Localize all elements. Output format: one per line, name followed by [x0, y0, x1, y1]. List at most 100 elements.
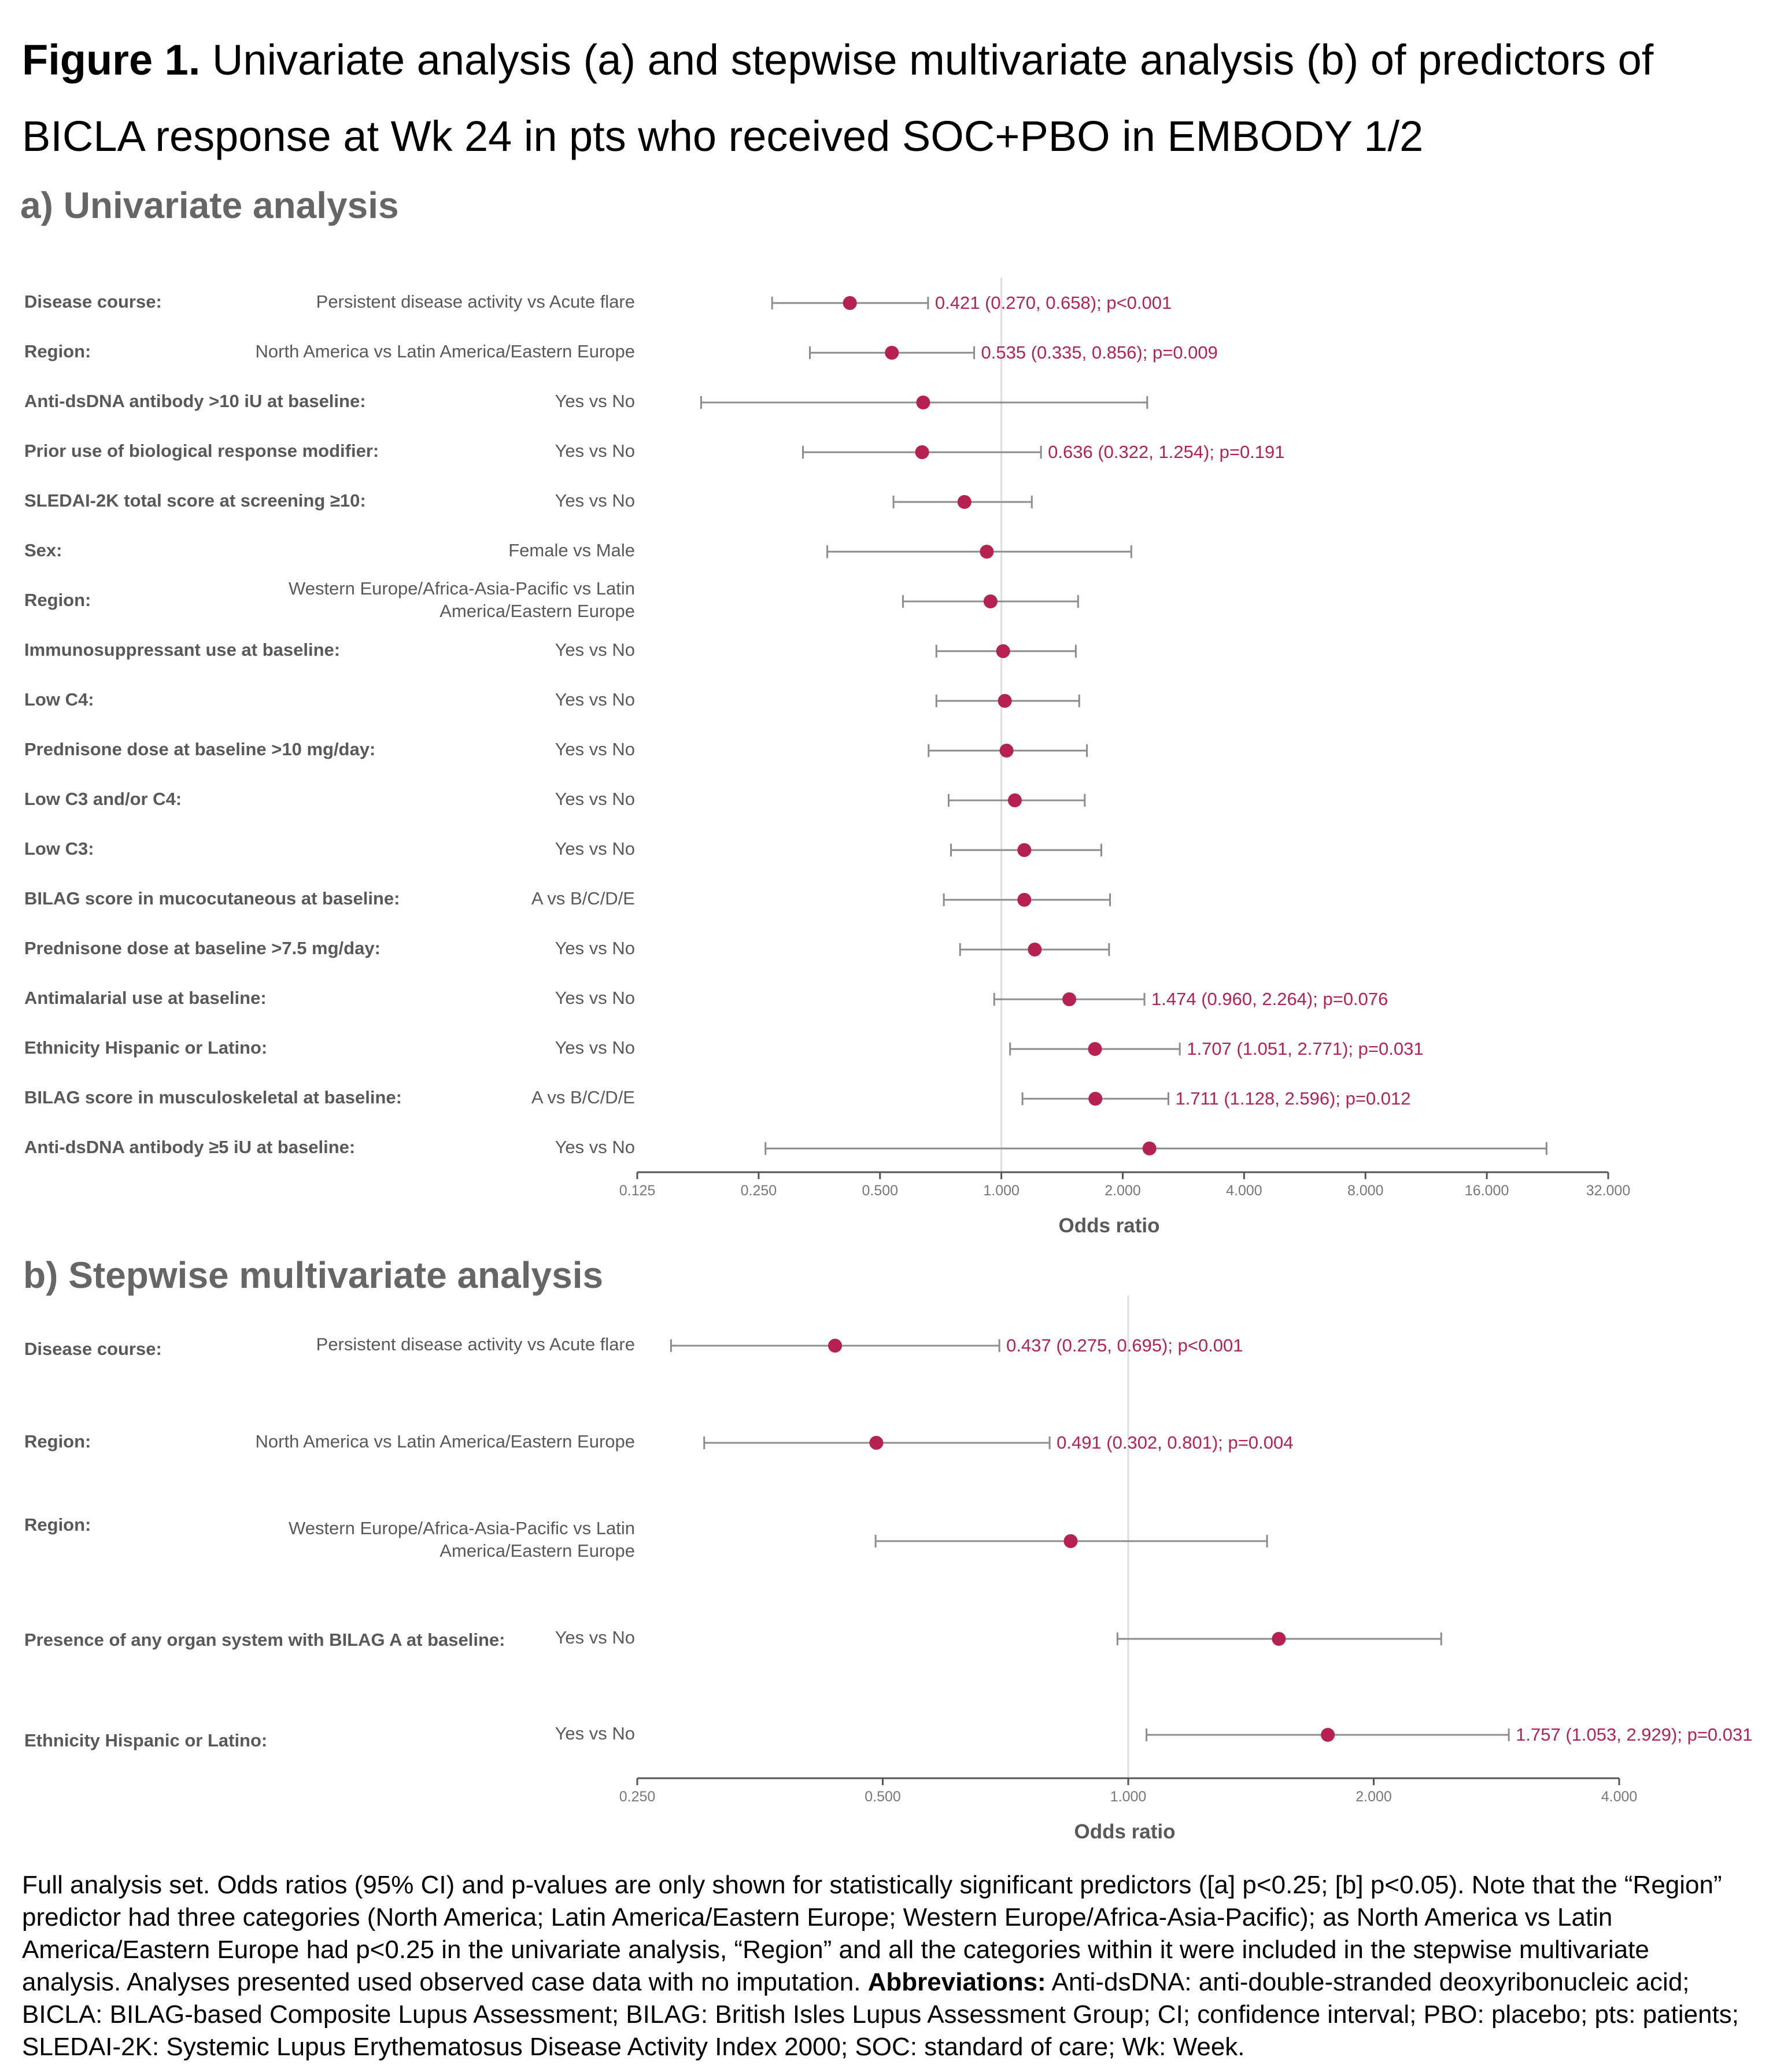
panel-a-row: Low C3 and/or C4: Yes vs No	[24, 789, 1086, 809]
panel-a-point-estimate	[957, 495, 972, 509]
footnote-abbreviations-label: Abbreviations:	[867, 1968, 1046, 1996]
panel-a-row: Prednisone dose at baseline >7.5 mg/day:…	[24, 938, 1110, 958]
panel-b-point-estimate	[828, 1339, 843, 1353]
footnote-text: Full analysis set. Odds ratios (95% CI) …	[22, 1871, 1722, 1996]
panel-b-row-label: Region:	[24, 1431, 91, 1451]
panel-a-point-estimate	[998, 694, 1012, 708]
panel-a-row-comparison: Yes vs No	[555, 839, 635, 859]
panel-a-point-estimate	[916, 396, 930, 409]
panel-b-row-annotation: 0.437 (0.275, 0.695); p<0.001	[1006, 1335, 1243, 1356]
panel-a-row-annotation: 0.421 (0.270, 0.658); p<0.001	[935, 293, 1172, 313]
panel-a-row-comparison: A vs B/C/D/E	[531, 1087, 635, 1107]
panel-a-forest-plot: Disease course: Persistent disease activi…	[24, 278, 1630, 1237]
panel-b-x-tick-label: 2.000	[1355, 1789, 1392, 1805]
panel-a-row-comparison: Yes vs No	[555, 391, 635, 411]
panel-a-row-label: Anti-dsDNA antibody >10 iU at baseline:	[24, 391, 366, 411]
panel-a-row: Prednisone dose at baseline >10 mg/day: Y…	[24, 739, 1088, 759]
panel-b-row-comparison: North America vs Latin America/Eastern E…	[256, 1431, 635, 1451]
panel-a-row-annotation: 1.707 (1.051, 2.771); p=0.031	[1187, 1039, 1423, 1059]
panel-a-point-estimate	[915, 445, 929, 459]
panel-a-row-annotation: 1.474 (0.960, 2.264); p=0.076	[1151, 989, 1388, 1009]
footnote-abbreviations: Anti-dsDNA: anti-double-stranded deoxyri…	[22, 1968, 1739, 2061]
panel-a-point-estimate	[1088, 1042, 1102, 1056]
panel-a-x-tick-label: 0.500	[862, 1183, 898, 1199]
panel-b-x-tick-label: 0.250	[619, 1789, 656, 1805]
panel-a-row-comparison: Female vs Male	[508, 540, 635, 560]
panel-b-point-estimate	[1272, 1632, 1286, 1646]
panel-a-row-label: SLEDAI-2K total score at screening ≥10:	[24, 490, 366, 511]
panel-a-row: Region: North America vs Latin America/Ea…	[24, 341, 1218, 363]
panel-a-row-comparison: A vs B/C/D/E	[531, 888, 635, 908]
panel-a-row-comparison: North America vs Latin America/Eastern E…	[256, 341, 635, 361]
panel-a-point-estimate	[1028, 943, 1042, 956]
panel-b-row-comparison: America/Eastern Europe	[439, 1541, 635, 1561]
panel-b-row: Presence of any organ system with BILAG …	[24, 1627, 1442, 1650]
panel-a-row-annotation: 1.711 (1.128, 2.596); p=0.012	[1175, 1088, 1410, 1109]
panel-b-row-comparison: Western Europe/Africa-Asia-Pacific vs La…	[289, 1518, 635, 1538]
panel-a-x-tick-label: 8.000	[1347, 1183, 1384, 1199]
panel-a-point-estimate	[1062, 992, 1077, 1006]
panel-a-x-tick-label: 32.000	[1586, 1183, 1630, 1199]
panel-b-row-label: Disease course:	[24, 1339, 162, 1359]
panel-b-row: Region: Western Europe/Africa-Asia-Pacifi…	[24, 1515, 1268, 1561]
panel-a-point-estimate	[1142, 1142, 1157, 1155]
panel-a-row: Ethnicity Hispanic or Latino: Yes vs No 1.…	[24, 1037, 1424, 1059]
panel-a-row-label: BILAG score in mucocutaneous at baseline…	[24, 888, 400, 908]
panel-a-row-label: Region:	[24, 590, 91, 610]
panel-b-x-axis-label: Odds ratio	[1074, 1820, 1175, 1843]
panel-a-row-label: Antimalarial use at baseline:	[24, 988, 267, 1008]
panel-a-x-tick-label: 1.000	[983, 1183, 1020, 1199]
panel-a-point-estimate	[999, 744, 1014, 758]
panel-b-row-label: Ethnicity Hispanic or Latino:	[24, 1730, 267, 1750]
panel-a-row-comparison: Yes vs No	[555, 1037, 635, 1058]
panel-b-x-tick-label: 0.500	[865, 1789, 901, 1805]
panel-a-x-tick-label: 0.250	[741, 1183, 777, 1199]
panel-a-point-estimate	[983, 594, 998, 608]
figure-label: Figure 1.	[22, 36, 201, 84]
panel-a-row-label: Disease course:	[24, 291, 162, 312]
panel-b-row-comparison: Yes vs No	[555, 1723, 635, 1744]
footnote: Full analysis set. Odds ratios (95% CI) …	[22, 1869, 1751, 2063]
panel-a-row-label: Low C3:	[24, 839, 94, 859]
panel-a-row: BILAG score in mucocutaneous at baseline…	[24, 888, 1111, 908]
panel-a-row-label: Prednisone dose at baseline >10 mg/day:	[24, 739, 375, 759]
panel-a-x-tick-label: 0.125	[619, 1183, 656, 1199]
panel-a-row-annotation: 0.636 (0.322, 1.254); p=0.191	[1048, 442, 1284, 462]
panel-a-row: Prior use of biological response modifie…	[24, 441, 1285, 462]
panel-a-row-comparison: Yes vs No	[555, 441, 635, 461]
panel-a-row-comparison: Yes vs No	[555, 640, 635, 660]
panel-a-row: Immunosuppressant use at baseline: Yes vs…	[24, 640, 1077, 660]
panel-a-row-annotation: 0.535 (0.335, 0.856); p=0.009	[981, 342, 1218, 363]
panel-a-row-label: Ethnicity Hispanic or Latino:	[24, 1037, 267, 1058]
panel-a-x-tick-label: 4.000	[1226, 1183, 1262, 1199]
panel-a-row-comparison: America/Eastern Europe	[439, 601, 635, 621]
panel-b-row-annotation: 0.491 (0.302, 0.801); p=0.004	[1057, 1432, 1293, 1453]
panel-b-row: Disease course: Persistent disease activi…	[24, 1334, 1243, 1359]
panel-b-title: b) Stepwise multivariate analysis	[23, 1254, 604, 1296]
panel-a-row-label: Immunosuppressant use at baseline:	[24, 640, 340, 660]
panel-a-row-label: Sex:	[24, 540, 62, 560]
panel-b-row-label: Region:	[24, 1515, 91, 1535]
panel-b-point-estimate	[869, 1436, 884, 1450]
panel-a-row: Low C4: Yes vs No	[24, 689, 1080, 710]
panel-a-row: Anti-dsDNA antibody ≥5 iU at baseline: Ye…	[24, 1137, 1547, 1157]
panel-a-x-tick-label: 2.000	[1105, 1183, 1141, 1199]
panel-a-point-estimate	[996, 644, 1010, 658]
panel-a-point-estimate	[1017, 843, 1032, 857]
panel-b-point-estimate	[1063, 1534, 1078, 1548]
panel-a-point-estimate	[1017, 893, 1032, 907]
panel-b-row-annotation: 1.757 (1.053, 2.929); p=0.031	[1516, 1724, 1752, 1745]
panel-a-row-comparison: Yes vs No	[555, 938, 635, 958]
panel-a-row-label: Anti-dsDNA antibody ≥5 iU at baseline:	[24, 1137, 355, 1157]
panel-a-row: Anti-dsDNA antibody >10 iU at baseline: Y…	[24, 391, 1148, 411]
panel-a-point-estimate	[843, 296, 857, 310]
panel-b-row-comparison: Yes vs No	[555, 1627, 635, 1648]
panel-a-row-label: Prednisone dose at baseline >7.5 mg/day:	[24, 938, 381, 958]
panel-a-row-comparison: Yes vs No	[555, 490, 635, 511]
panel-b-forest-plot: Disease course: Persistent disease activi…	[24, 1295, 1753, 1843]
panel-b-point-estimate	[1321, 1728, 1335, 1742]
panel-a-row: Sex: Female vs Male	[24, 540, 1132, 560]
figure-caption: Univariate analysis (a) and stepwise mul…	[22, 36, 1654, 160]
panel-a-row-label: Low C4:	[24, 689, 94, 710]
panel-b-row: Ethnicity Hispanic or Latino: Yes vs No 1.…	[24, 1723, 1753, 1750]
